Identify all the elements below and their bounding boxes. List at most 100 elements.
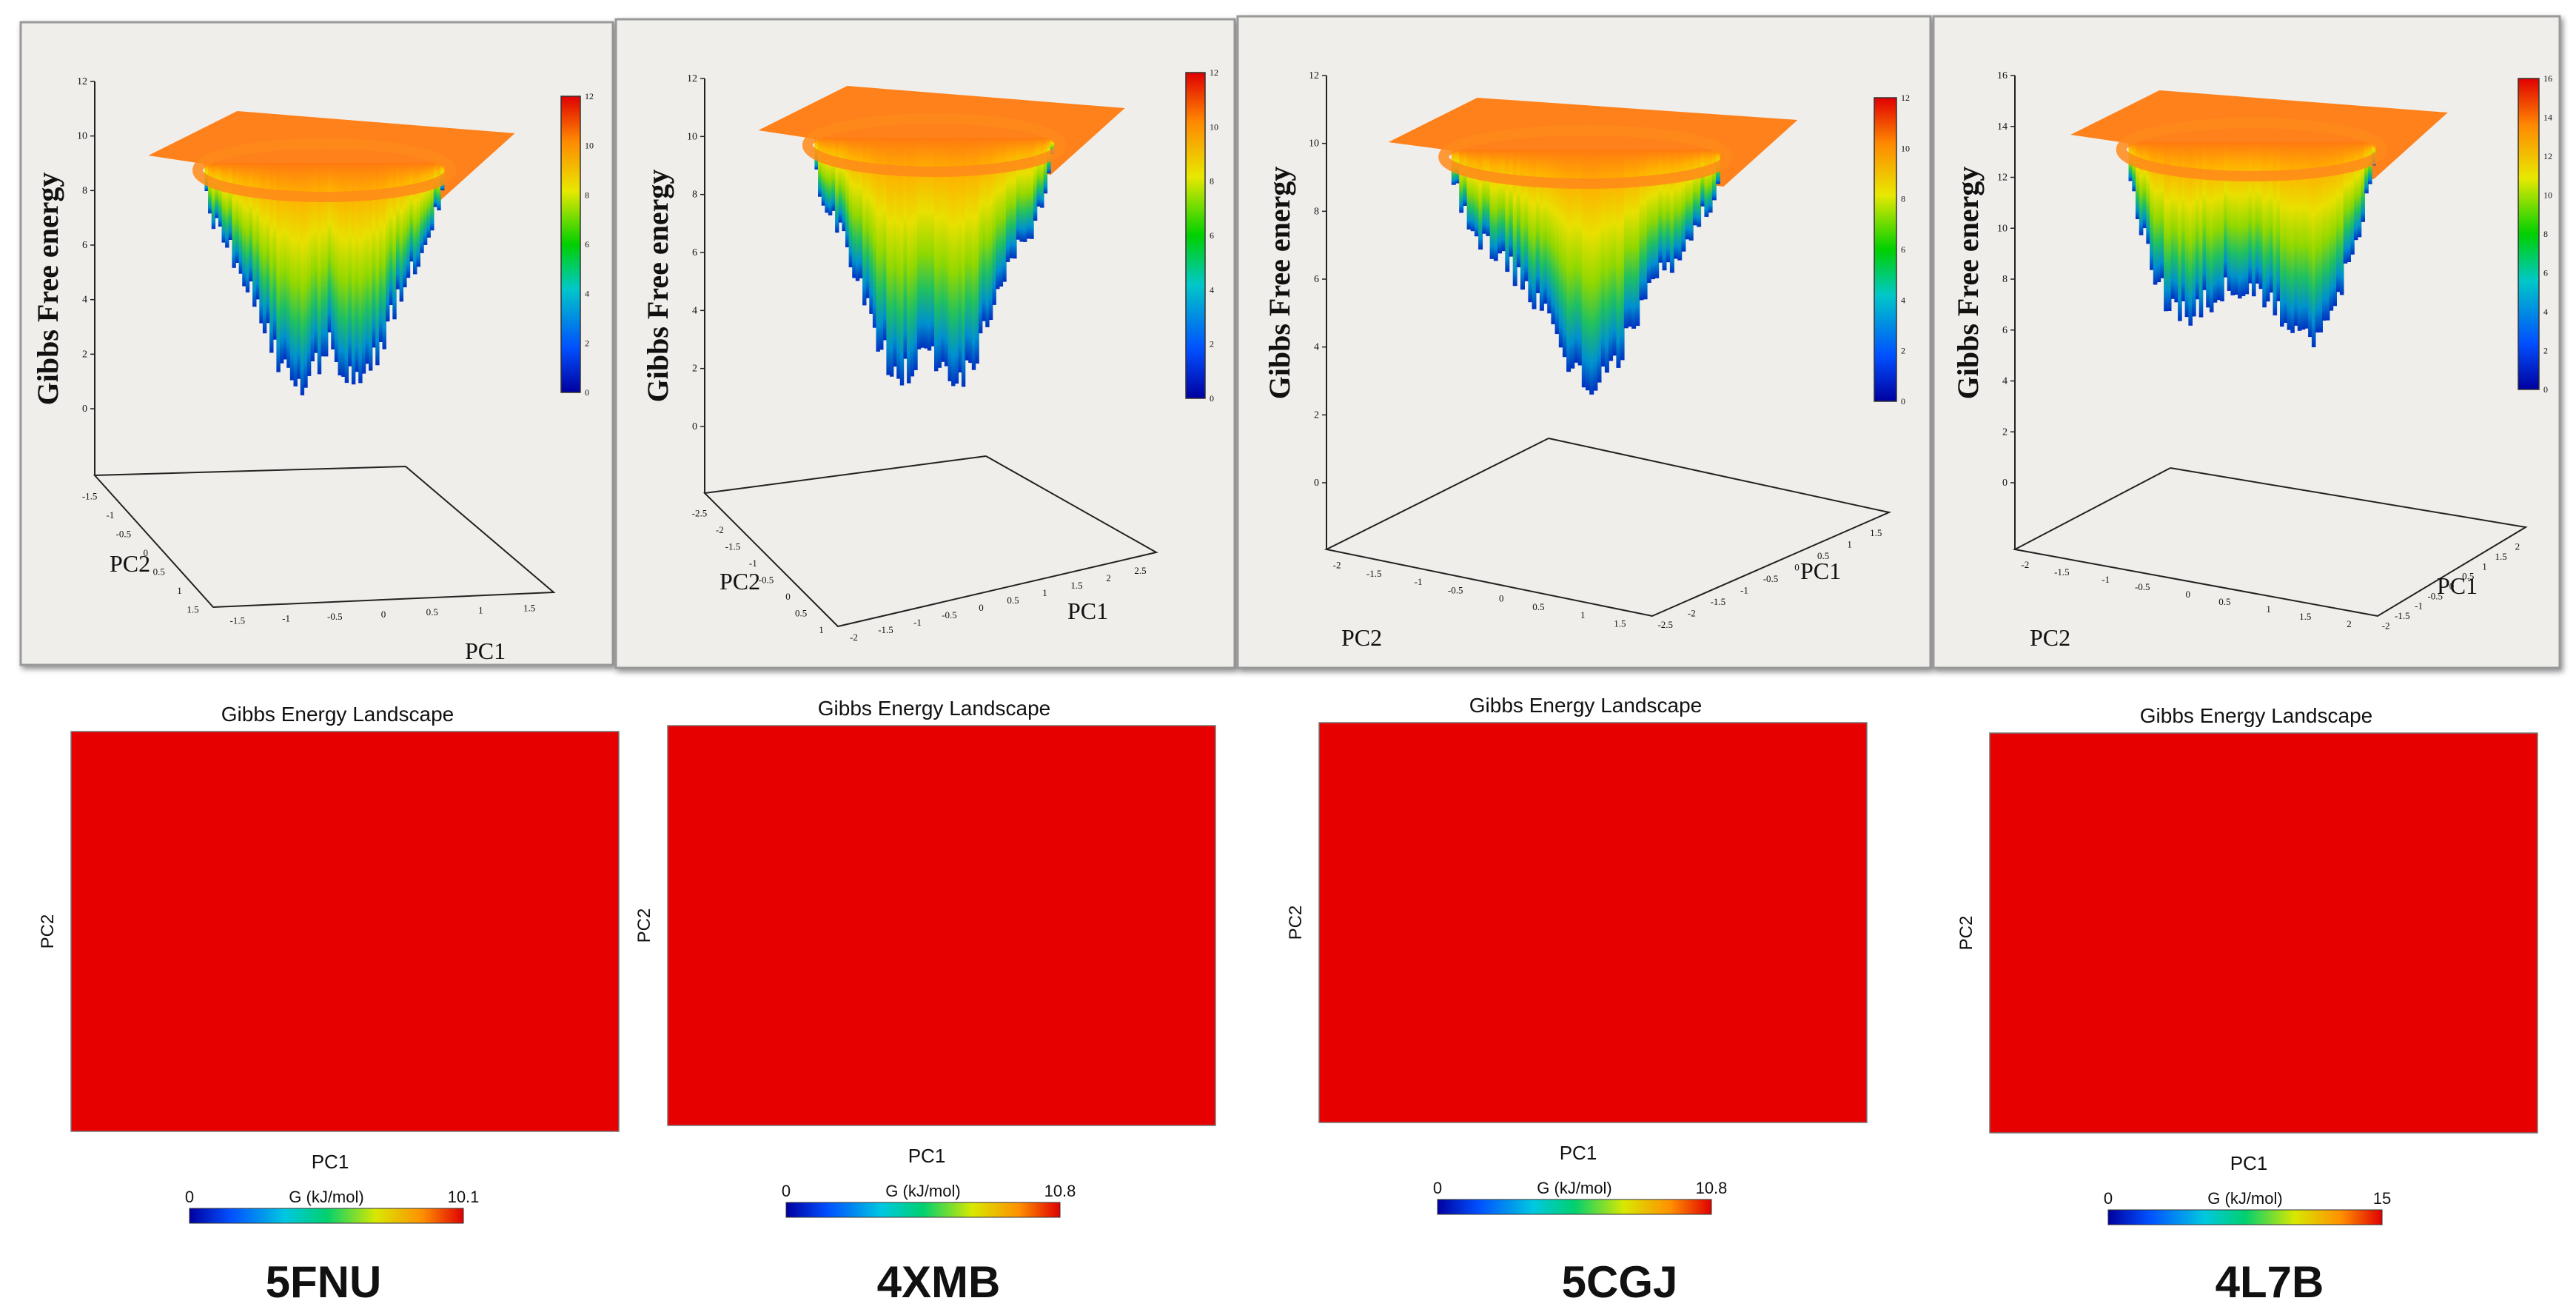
surface-strip [896,138,901,379]
x-tick-label: -1 [913,617,922,628]
surface-strip [2170,142,2176,299]
surface-strip [979,138,983,334]
colorbar-max-label: 10.8 [1044,1182,1076,1200]
surface-strip [1535,150,1540,293]
colorbar-tick-label: 0 [1210,393,1214,404]
y-tick-label: -0.5 [1448,584,1463,595]
heatmap-title: Gibbs Energy Landscape [818,697,1050,720]
z-tick-label: 0 [692,421,697,432]
surface-rim [192,138,457,202]
surface-strip [386,163,390,322]
surface-strip [2206,142,2210,308]
surface-strip [2357,142,2362,238]
surface-strip [378,163,383,342]
surface-strip [300,163,305,395]
colorbar-min-label: 0 [185,1188,194,1206]
z-tick-label: 12 [77,76,87,87]
surface-strip [1026,138,1030,239]
surface-strip [1050,138,1055,154]
surface-strip [1669,150,1674,273]
x-tick-label: 1 [1042,587,1047,598]
surface-strip [416,163,420,267]
y-tick-label: -1.5 [2054,566,2070,578]
colorbar-tick-label: 8 [1901,194,1905,204]
surface-strip [961,138,966,387]
heatmap-background [1989,732,2538,1134]
heatmap-ylabel: PC2 [1956,916,1976,951]
surface-strip [899,138,905,386]
surface-strip [358,163,363,384]
surface-strip [1509,150,1514,257]
surface-strip [2322,142,2327,321]
colorbar-max-label: 10.8 [1696,1179,1728,1197]
y-tick-label: -1 [106,509,114,521]
x-tick-label: 1.5 [1870,527,1882,538]
x-tick-label: -2.5 [1657,619,1673,630]
heatmap-title: Gibbs Energy Landscape [1469,694,1702,717]
surface-strip [1688,150,1694,241]
surface-strip [2209,142,2214,312]
surface-strip [2156,142,2161,283]
surface-strip [409,163,414,262]
y-tick-label: 0 [2186,589,2191,600]
surface-strip [992,138,996,305]
colorbar-label: G (kJ/mol) [885,1182,960,1200]
colorbar-tick-label: 0 [2543,384,2548,395]
surface-strip [1643,150,1648,300]
surface-strip [2178,142,2182,321]
surface-strip [1493,150,1498,261]
surface-strip [1532,150,1537,309]
x-tick-label: -2 [850,632,858,643]
x-tick-label: -0.5 [327,611,343,622]
y-tick-label: -2 [1333,560,1341,571]
y-tick-label: -1 [1415,576,1423,587]
colorbar [189,1208,464,1224]
surface-strip [1600,150,1606,367]
surface-strip [1674,150,1678,259]
surface-strip [1574,150,1579,363]
x-tick-label: -1 [2415,600,2423,612]
z-tick-label: 0 [2002,478,2008,489]
surface-strip [228,163,233,240]
x-tick-label: 0 [979,602,984,613]
surface-strip [1478,150,1483,250]
z-tick-label: 6 [82,240,87,251]
colorbar-label: G (kJ/mol) [1537,1179,1611,1197]
heatmap-xlabel: PC1 [2230,1152,2268,1174]
z-tick-label: 4 [1314,342,1319,353]
surface-strip [1589,150,1594,395]
heatmap-4l7b: Gibbs Energy Landscape PC2 PC1 G (kJ/mol) 0 1… [1956,704,2538,1225]
y-tick-label: -0.5 [759,574,774,585]
surface-strip [1486,150,1491,236]
x-tick-label: -0.5 [942,609,957,620]
surface-strip [1459,150,1464,213]
z-tick-label: 2 [692,364,697,375]
surface-strip [838,138,843,223]
z-tick-label: 14 [1997,121,2008,133]
surface-strip [286,163,291,368]
colorbar-tick-label: 2 [2543,346,2548,356]
surface-strip [968,138,973,364]
y-tick-label: 1 [177,585,182,596]
surface-strip [1489,150,1495,259]
surface-strip [924,138,928,349]
surface-strip [2329,142,2334,311]
y-tick-label: 0.5 [2218,596,2230,607]
surface-strip [1520,150,1525,290]
surface-plot-5cgj: 024681012-2.5-2-1.5-1-0.500.511.5-2-1.5-… [1263,70,1910,651]
colorbar-max-label: 15 [2373,1189,2391,1208]
surface-strip [1539,150,1544,311]
surface-strip [327,163,332,332]
surface-strip [2142,142,2147,229]
colorbar-tick-label: 12 [2543,151,2552,161]
surface-strip [985,138,990,327]
axis-floor [93,466,556,609]
surface-strip [2136,142,2140,219]
surface-rim [802,113,1067,177]
y-tick-label: 1 [819,624,824,635]
surface-strip [1635,150,1640,327]
surface-strip [2160,142,2164,278]
x-tick-label: 1.5 [1070,580,1082,591]
surface-strip [2269,142,2274,293]
